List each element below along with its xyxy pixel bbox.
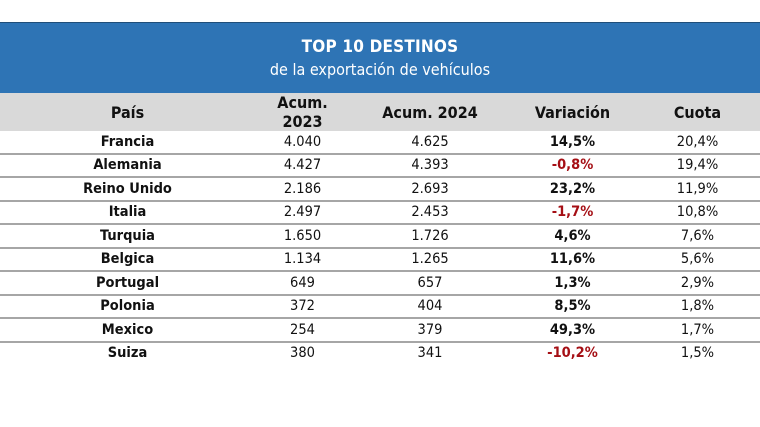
table-subtitle: de la exportación de vehículos [269, 60, 491, 79]
header-row: País Acum. 2023 Acum. 2024 Variación Cuota [0, 93, 760, 131]
variation-cell: -1,7% [510, 200, 635, 225]
acum-2023-cell: 4.040 [255, 131, 350, 155]
acum-2024-cell: 1.265 [350, 247, 510, 272]
share-cell: 5,6% [635, 247, 760, 272]
variation-cell: 49,3% [510, 318, 635, 343]
share-cell: 19,4% [635, 153, 760, 178]
acum-2024-cell: 2.453 [350, 200, 510, 225]
acum-2024-cell: 341 [417, 345, 443, 362]
country-cell: Mexico [0, 318, 255, 343]
acum-2024-cell: 657 [350, 271, 510, 296]
variation-cell: -0,8% [510, 153, 635, 178]
acum-2023-cell: 372 [255, 294, 350, 319]
acum-2024-cell: 404 [350, 294, 510, 319]
table-row: Alemania 4.427 4.393 -0,8% 19,4% [0, 153, 760, 178]
title-banner: TOP 10 DESTINOS de la exportación de veh… [0, 22, 760, 93]
table-row: Italia 2.497 2.453 -1,7% 10,8% [0, 200, 760, 225]
share-cell: 7,6% [635, 224, 760, 249]
column-header: Acum. 2024 [350, 93, 510, 131]
column-header: Variación [510, 93, 635, 131]
destinations-table: País Acum. 2023 Acum. 2024 Variación Cuota F… [0, 93, 760, 364]
variation-cell: 4,6% [510, 224, 635, 249]
acum-2024-cell: 1.726 [350, 224, 510, 249]
table-row: Mexico 254 379 49,3% 1,7% [0, 318, 760, 343]
table-row: Reino Unido 2.186 2.693 23,2% 11,9% [0, 177, 760, 202]
column-header: Cuota [635, 93, 760, 131]
country-cell: Suiza [107, 345, 148, 362]
country-cell: Alemania [0, 153, 255, 178]
acum-2023-cell: 1.134 [255, 247, 350, 272]
share-cell: 10,8% [635, 200, 760, 225]
table-row: Portugal 649 657 1,3% 2,9% [0, 271, 760, 296]
share-cell: 1,5% [680, 345, 715, 362]
share-cell: 2,9% [635, 271, 760, 296]
acum-2023-cell: 380 [290, 345, 315, 362]
acum-2024-cell: 2.693 [350, 177, 510, 202]
variation-cell: 23,2% [510, 177, 635, 202]
acum-2023-cell: 4.427 [255, 153, 350, 178]
table-title: TOP 10 DESTINOS [301, 37, 459, 57]
country-cell: Belgica [0, 247, 255, 272]
country-cell: Italia [0, 200, 255, 225]
acum-2023-cell: 2.497 [255, 200, 350, 225]
table-row: Belgica 1.134 1.265 11,6% 5,6% [0, 247, 760, 272]
country-cell: Turquia [0, 224, 255, 249]
table-row: Suiza 380 341 -10,2% 1,5% [0, 342, 760, 365]
acum-2024-cell: 4.393 [350, 153, 510, 178]
variation-cell: 8,5% [510, 294, 635, 319]
variation-cell: 1,3% [510, 271, 635, 296]
acum-2024-cell: 4.625 [350, 131, 510, 155]
acum-2024-cell: 379 [350, 318, 510, 343]
column-header: Acum. 2023 [255, 93, 350, 131]
acum-2023-cell: 649 [255, 271, 350, 296]
variation-cell: 14,5% [510, 131, 635, 155]
country-cell: Polonia [0, 294, 255, 319]
acum-2023-cell: 2.186 [255, 177, 350, 202]
share-cell: 11,9% [635, 177, 760, 202]
share-cell: 1,8% [635, 294, 760, 319]
country-cell: Portugal [0, 271, 255, 296]
variation-cell: -10,2% [547, 345, 598, 362]
share-cell: 1,7% [635, 318, 760, 343]
variation-cell: 11,6% [510, 247, 635, 272]
table-row: Francia 4.040 4.625 14,5% 20,4% [0, 131, 760, 155]
column-header: País [0, 93, 255, 131]
acum-2023-cell: 254 [255, 318, 350, 343]
acum-2023-cell: 1.650 [255, 224, 350, 249]
country-cell: Francia [0, 131, 255, 155]
country-cell: Reino Unido [0, 177, 255, 202]
table-row: Turquia 1.650 1.726 4,6% 7,6% [0, 224, 760, 249]
share-cell: 20,4% [635, 131, 760, 155]
table-row: Polonia 372 404 8,5% 1,8% [0, 294, 760, 319]
